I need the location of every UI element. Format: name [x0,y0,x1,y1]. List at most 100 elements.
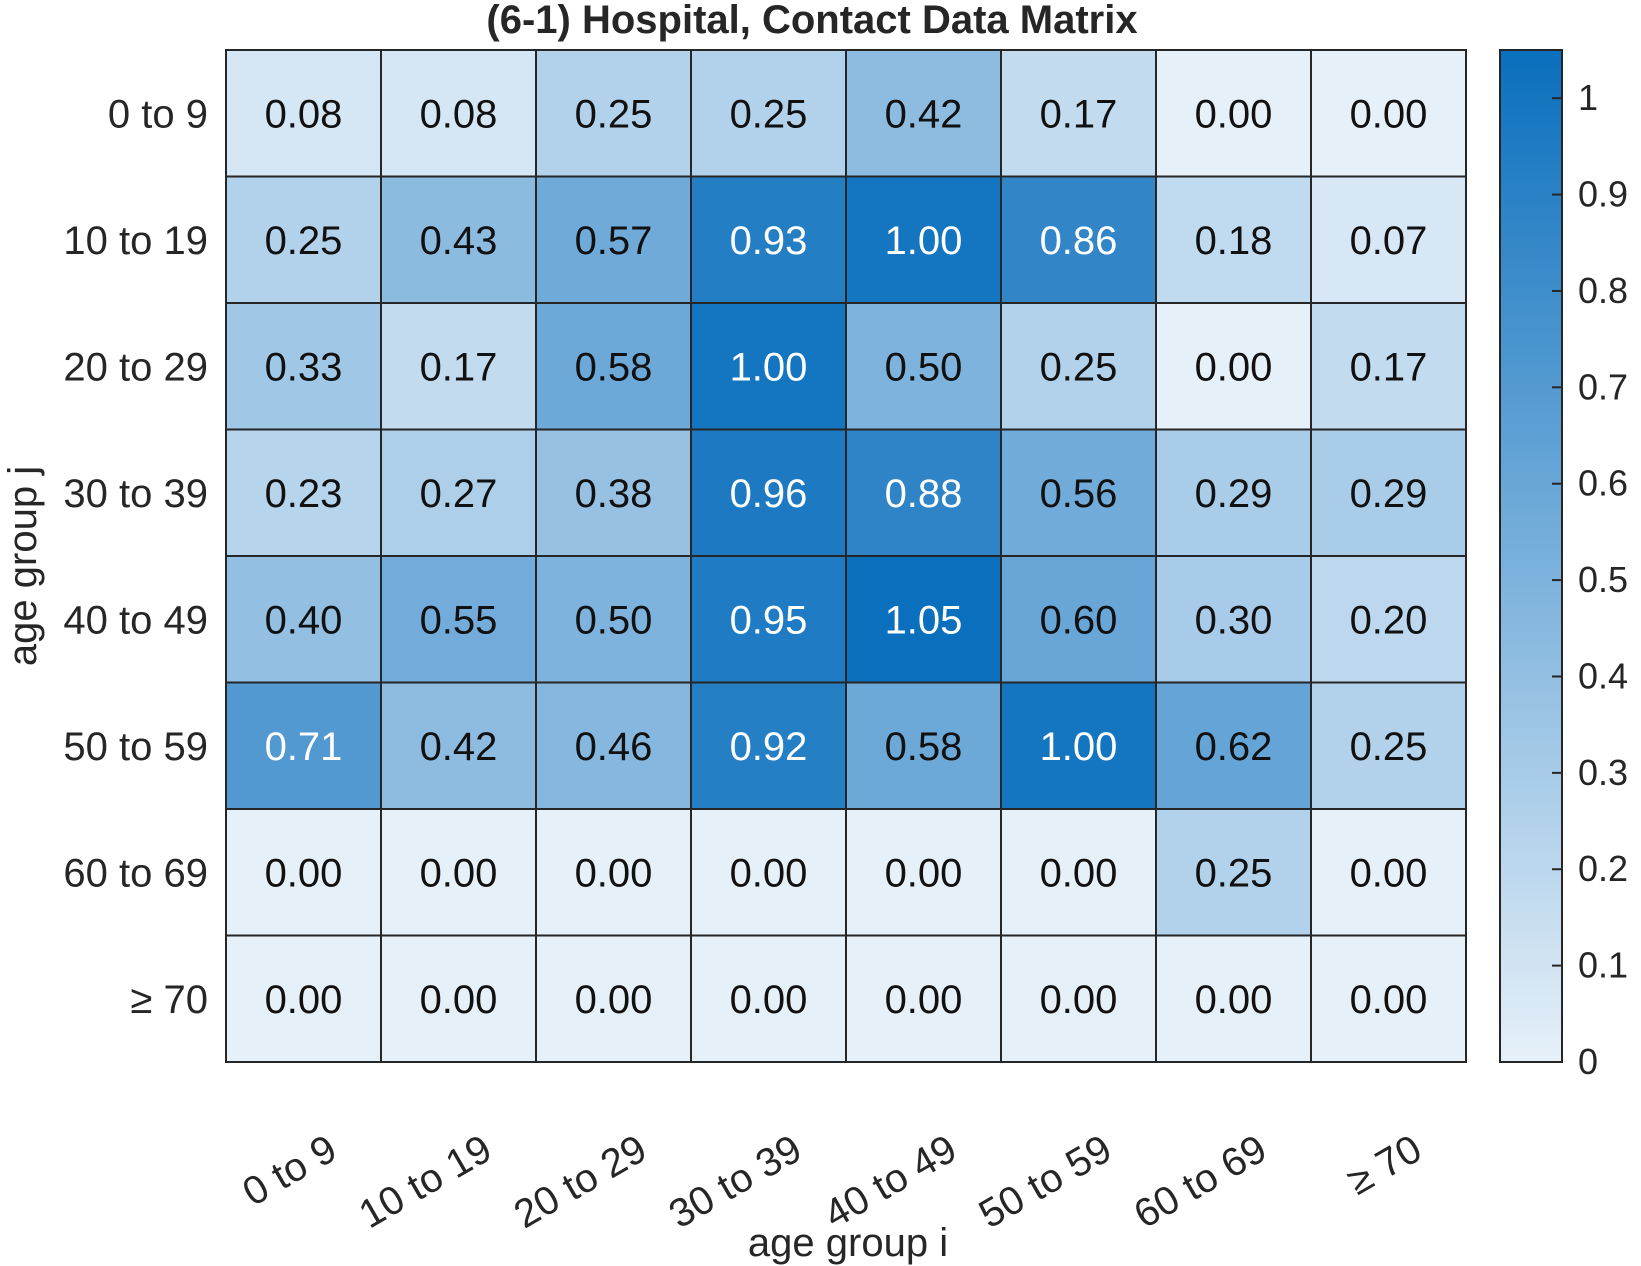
cell-value-label: 0.00 [1195,92,1273,136]
heatmap-cell [225,302,382,431]
x-tick-label: 0 to 9 [235,1127,344,1215]
heatmap-cell [845,428,1002,557]
cell-value-label: 0.55 [420,598,498,642]
heatmap-cell [225,934,382,1063]
cell-value-label: 1.00 [1040,725,1118,769]
heatmap-cell [1000,175,1157,304]
cell-value-label: 0.93 [730,219,808,263]
heatmap-cell [1000,934,1157,1063]
heatmap-cell [380,808,537,937]
cell-value-label: 0.30 [1195,598,1273,642]
y-axis-label: age group j [1,466,45,666]
cell-value-label: 0.00 [420,978,498,1022]
heatmap-cell [535,49,692,178]
cell-value-label: 0.00 [885,978,963,1022]
heatmap-cell [1155,808,1312,937]
cell-value-label: 0.43 [420,219,498,263]
heatmap-cell [1000,555,1157,684]
cell-value-label: 1.00 [730,345,808,389]
x-tick-label: 60 to 69 [1127,1127,1274,1237]
heatmap-cell [535,555,692,684]
heatmap-cell [1310,302,1467,431]
y-tick-label: 40 to 49 [63,598,208,642]
heatmap-cell [845,302,1002,431]
heatmap-cell [535,302,692,431]
y-tick-label: 10 to 19 [63,219,208,263]
x-tick-label: 20 to 29 [507,1127,654,1237]
heatmap-cell [1310,175,1467,304]
cell-value-label: 0.60 [1040,598,1118,642]
cell-value-label: 0.00 [730,978,808,1022]
cell-value-label: 0.25 [1195,851,1273,895]
cell-value-label: 0.42 [420,725,498,769]
heatmap-cell [1310,934,1467,1063]
x-tick-label: 50 to 59 [972,1127,1119,1237]
colorbar-tick-label: 0.3 [1578,752,1628,793]
y-tick-label: ≥ 70 [130,978,208,1022]
heatmap-cell [380,175,537,304]
heatmap-cell [1000,49,1157,178]
cell-value-label: 0.25 [265,219,343,263]
heatmap-cell [535,428,692,557]
heatmap-cell [690,302,847,431]
cell-value-label: 0.17 [420,345,498,389]
cell-value-label: 0.23 [265,472,343,516]
x-tick-label: ≥ 70 [1340,1127,1429,1204]
heatmap-cell [380,681,537,810]
heatmap-cell [845,934,1002,1063]
cell-value-label: 0.71 [265,725,343,769]
heatmap-cell [535,808,692,937]
heatmap-cell [1000,302,1157,431]
colorbar-tick-label: 0.2 [1578,848,1628,889]
heatmap-cell [225,808,382,937]
cell-value-label: 1.05 [885,598,963,642]
cell-value-label: 0.58 [885,725,963,769]
heatmap-cell [690,49,847,178]
cell-value-label: 0.25 [730,92,808,136]
heatmap-cell [1155,555,1312,684]
heatmap-cell [1310,555,1467,684]
colorbar-tick-label: 0.7 [1578,366,1628,407]
y-tick-label: 60 to 69 [63,851,208,895]
cell-value-label: 0.00 [1195,345,1273,389]
cell-value-label: 0.96 [730,472,808,516]
colorbar-tick-label: 0 [1578,1041,1598,1082]
cell-value-label: 0.00 [1040,978,1118,1022]
colorbar-gradient [1499,49,1563,1063]
cell-value-label: 0.58 [575,345,653,389]
heatmap-cell [1155,428,1312,557]
heatmap-cell [1310,681,1467,810]
cell-value-label: 0.18 [1195,219,1273,263]
heatmap-cell [380,302,537,431]
heatmap-cell [380,49,537,178]
y-tick-label: 50 to 59 [63,725,208,769]
cell-value-label: 0.00 [1350,978,1428,1022]
cell-value-label: 0.25 [575,92,653,136]
cell-value-label: 0.50 [575,598,653,642]
heatmap-cell [1155,302,1312,431]
cell-value-label: 0.00 [575,978,653,1022]
cell-value-label: 0.20 [1350,598,1428,642]
cell-value-label: 1.00 [885,219,963,263]
cell-value-label: 0.62 [1195,725,1273,769]
colorbar-tick-label: 0.5 [1578,559,1628,600]
cell-value-label: 0.00 [1040,851,1118,895]
colorbar: 0 0.1 0.2 0.3 0.4 0.5 0.6 0.7 0.8 0.9 1 [1499,49,1628,1082]
heatmap-cell [535,934,692,1063]
cell-value-label: 0.00 [265,851,343,895]
colorbar-tick-label: 0.9 [1578,174,1628,215]
heatmap-cell [225,49,382,178]
cell-value-label: 0.92 [730,725,808,769]
cell-value-label: 0.56 [1040,472,1118,516]
cell-value-label: 0.25 [1350,725,1428,769]
heatmap-cell [845,681,1002,810]
cell-value-label: 0.00 [885,851,963,895]
cell-value-label: 0.00 [265,978,343,1022]
cell-value-label: 0.00 [1350,92,1428,136]
cell-value-label: 0.27 [420,472,498,516]
heatmap-cell [690,428,847,557]
colorbar-tick-label: 0.8 [1578,270,1628,311]
colorbar-tick-label: 0.6 [1578,463,1628,504]
y-tick-label: 0 to 9 [108,92,208,136]
colorbar-tick-label: 0.4 [1578,655,1628,696]
